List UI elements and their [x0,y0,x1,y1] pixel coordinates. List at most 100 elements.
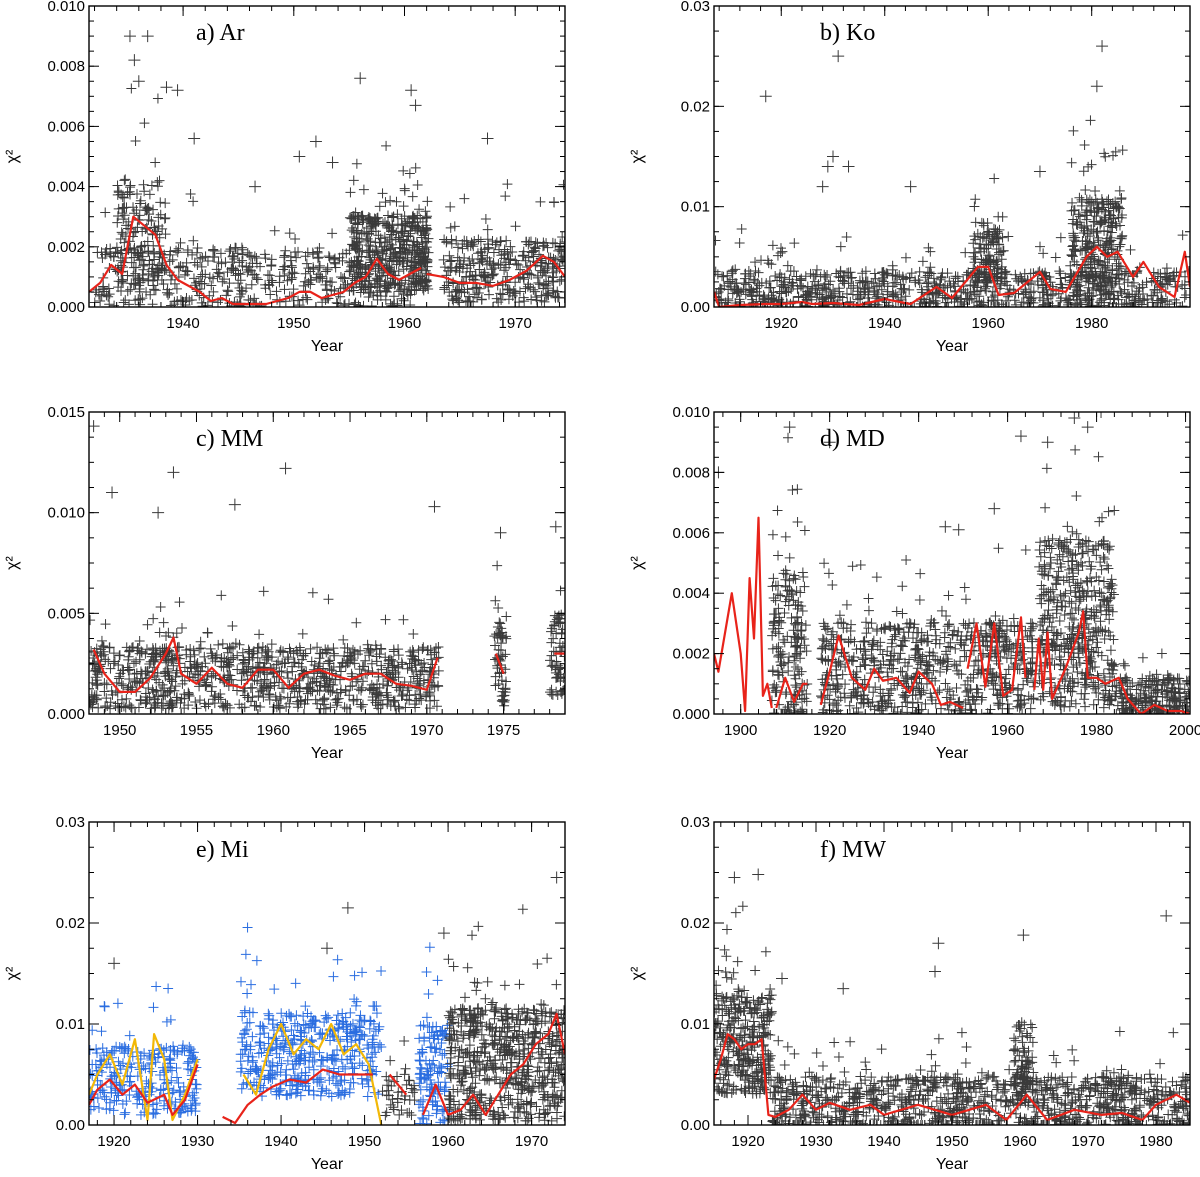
data-point [171,283,182,294]
data-point [1080,290,1091,301]
data-point [298,280,309,291]
data-point [153,220,164,231]
data-point [917,256,928,267]
data-point [476,294,487,305]
data-point [421,275,432,286]
data-point [284,228,295,239]
data-point [1179,279,1190,290]
data-point [765,282,776,293]
data-point [882,286,893,297]
data-point [1107,278,1118,289]
data-point [411,695,422,706]
panel-c: 1950 1955 1960 1965 1970 19750.0000.0050.0100… [4,404,566,762]
data-point [348,175,359,186]
data-point [282,667,293,678]
data-point [499,695,510,706]
data-point [136,254,147,265]
data-point [338,634,349,645]
data-point [1155,297,1166,307]
data-point [279,658,290,669]
data-point [125,284,136,295]
data-point [469,289,480,300]
data-point [718,271,729,282]
data-point [823,568,834,579]
data-point [259,249,270,260]
data-point [407,191,418,202]
data-point [237,255,248,266]
data-point [487,269,498,280]
data-point [359,226,370,237]
data-point [414,247,425,258]
data-point [174,262,185,273]
data-point [523,239,534,250]
data-point [906,268,917,279]
data-point-outlier [816,180,829,193]
data-point [535,196,546,207]
plot-area-b [714,40,1190,307]
data-point [130,135,141,146]
data-point [297,654,308,665]
data-point [1147,297,1158,307]
data-point [557,231,565,242]
data-point [417,283,428,294]
data-point [819,558,830,569]
y-tick-label: 0.000 [47,706,85,723]
data-point [969,289,980,300]
data-point [977,300,988,307]
data-point [726,266,737,277]
data-point [143,275,154,286]
data-point [329,254,340,265]
data-point [360,262,371,273]
data-point [348,260,359,271]
data-point [423,247,434,258]
data-point [495,260,506,271]
data-point [729,284,740,295]
data-point [212,271,223,282]
data-point [120,702,131,713]
data-point [222,700,233,711]
data-point-outlier [428,500,441,513]
data-point [847,561,858,572]
data-point [241,262,252,273]
data-point [1079,210,1090,221]
data-point [542,263,553,274]
data-point [876,284,887,295]
data-point [1070,246,1081,257]
data-point [923,659,934,670]
data-point [914,302,925,307]
data-point [549,197,560,208]
data-point [902,707,913,714]
data-point [339,299,350,307]
data-point [514,286,525,297]
y-tick-label: 0.02 [681,98,710,115]
data-point [266,254,277,265]
data-point [244,646,255,657]
data-point-outlier [1090,80,1103,93]
data-point [451,293,462,304]
data-point [119,210,130,221]
data-point [154,260,165,271]
data-point [143,246,154,257]
data-point [279,284,290,295]
data-point [164,256,175,267]
data-point [297,628,308,639]
data-point [1043,302,1054,307]
data-point-outlier [759,90,772,103]
data-point [464,255,475,266]
data-point [439,262,450,273]
data-point [975,239,986,250]
data-point [919,297,930,307]
data-point [1093,302,1104,307]
data-point [863,605,874,616]
data-point [980,272,991,283]
data-point [118,701,129,712]
data-point [327,277,338,288]
data-point [351,617,362,628]
data-point [1072,274,1083,285]
data-point [1026,693,1037,704]
data-point [545,655,556,666]
data-point [1056,293,1067,304]
data-point [268,701,279,712]
data-point [502,284,513,295]
data-point [266,275,277,286]
